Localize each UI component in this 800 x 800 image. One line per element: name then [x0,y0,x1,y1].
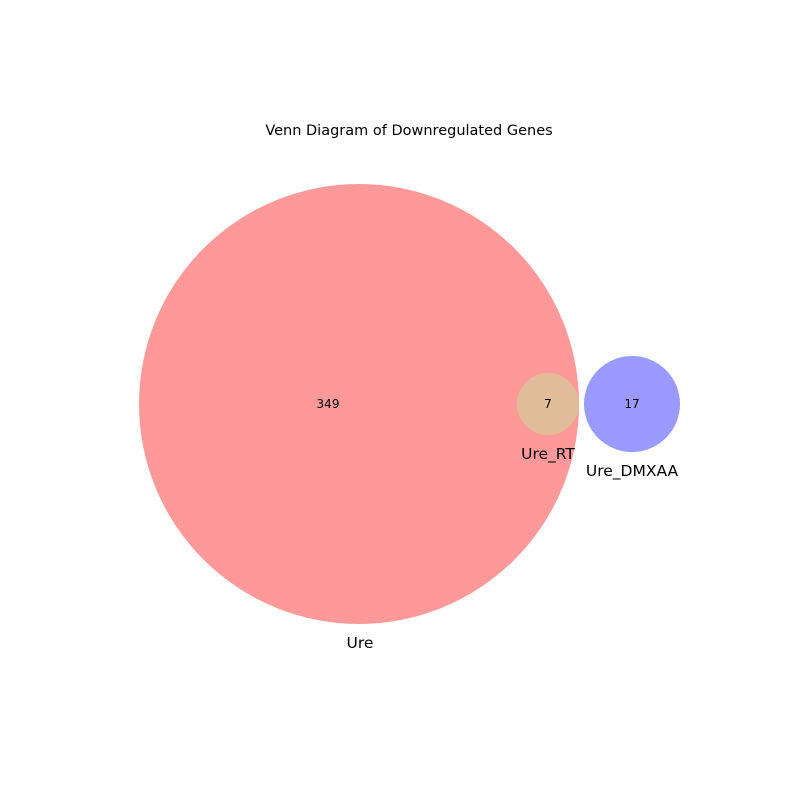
region-count-ure-dmxaa: 17 [624,397,639,411]
set-circle-ure [139,184,579,624]
set-label-ure: Ure [347,634,374,652]
set-label-ure-dmxaa: Ure_DMXAA [586,462,679,481]
set-label-ure-rt: Ure_RT [521,445,575,464]
region-count-ure: 349 [317,397,340,411]
set-circle-ure-dmxaa [584,356,680,452]
region-count-ure-rt: 7 [544,397,552,411]
diagram-title: Venn Diagram of Downregulated Genes [265,123,552,139]
set-circle-ure-rt [517,373,579,435]
